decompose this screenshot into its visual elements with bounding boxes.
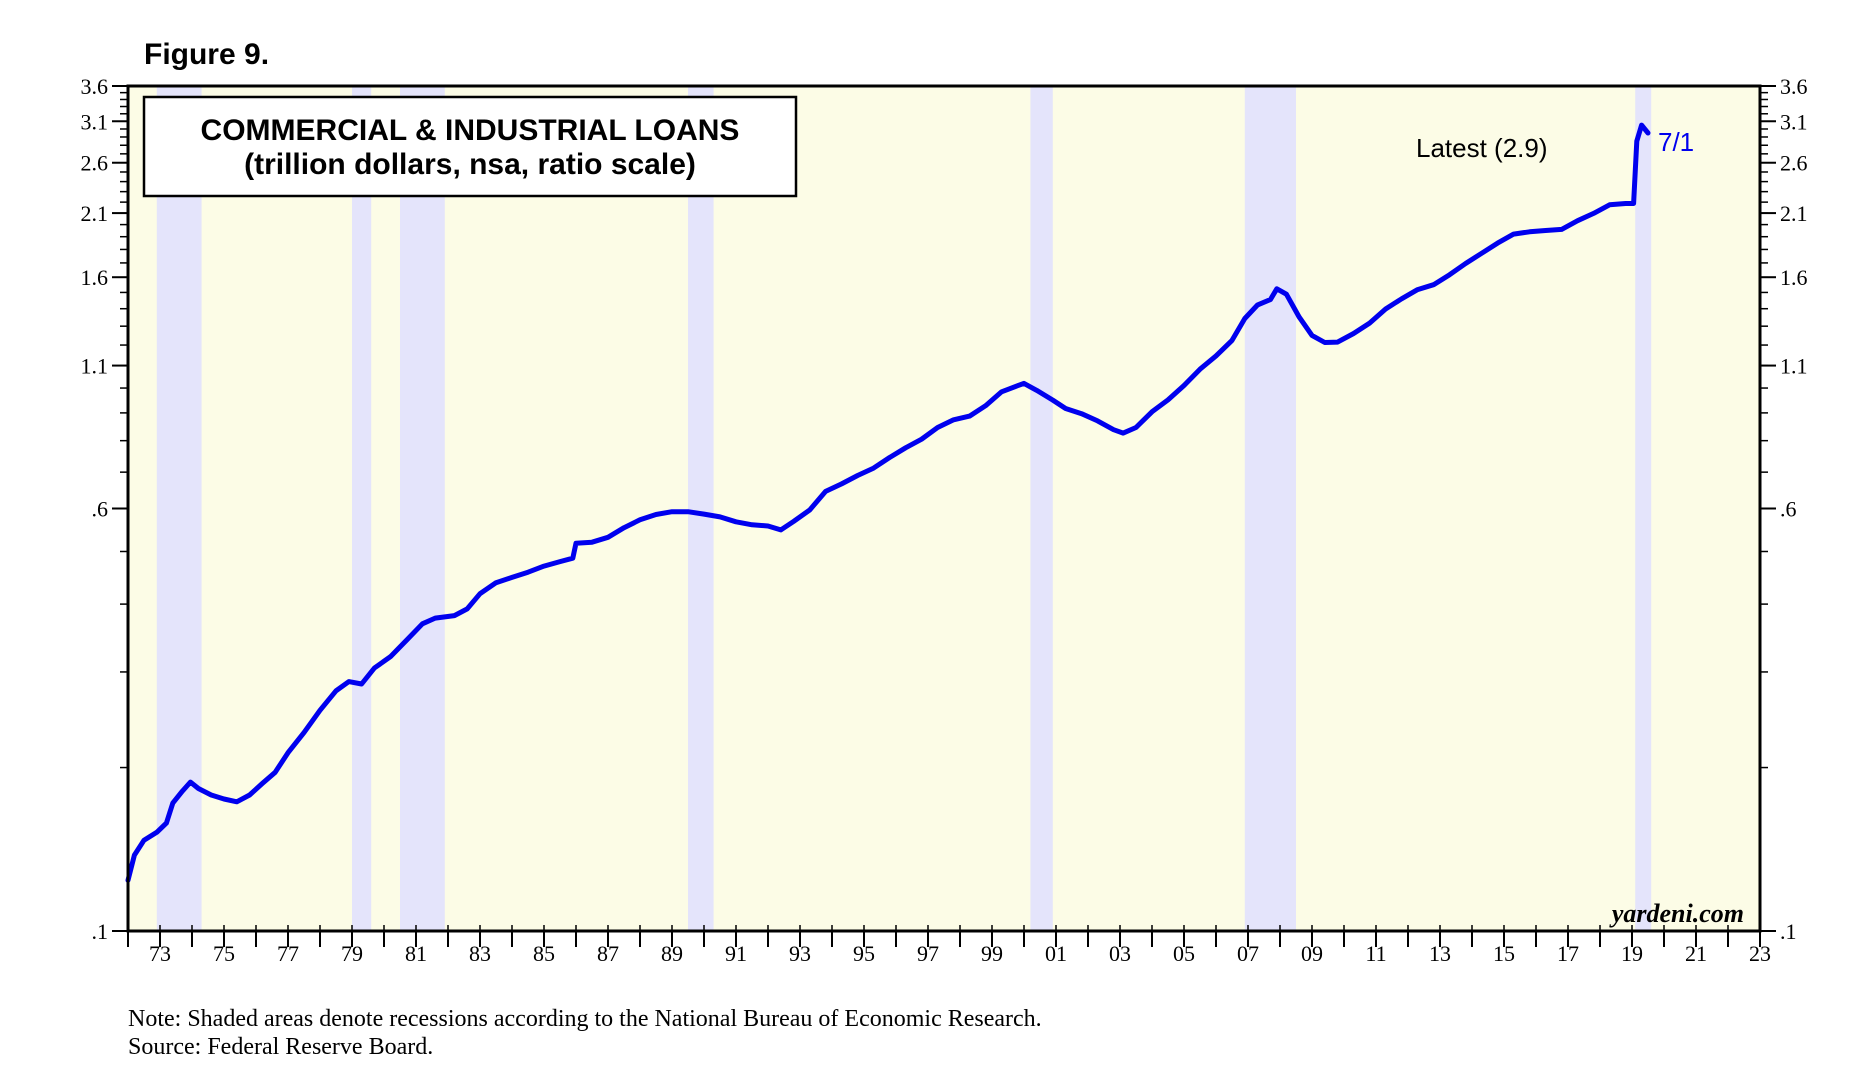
x-axis-labels: 73 75 77 79 81 83 85 87 89 91 93 95 97 99 01 03 05 07 09 11… — [149, 941, 1771, 966]
x-tick-label: 91 — [725, 941, 747, 966]
x-tick-label: 23 — [1749, 941, 1771, 966]
x-tick-label: 73 — [149, 941, 171, 966]
series-layer — [125, 122, 1651, 883]
plot-frame — [126, 84, 1762, 933]
chart-subtitle: (trillion dollars, nsa, ratio scale) — [244, 148, 696, 181]
x-tick-label: 85 — [533, 941, 555, 966]
y-tick-label-left: .6 — [92, 497, 109, 522]
y-tick-label-left: 3.1 — [81, 109, 109, 134]
x-tick-label: 83 — [469, 941, 491, 966]
x-tick-label: 09 — [1301, 941, 1323, 966]
x-tick-label: 75 — [213, 941, 235, 966]
recession-band-2 — [400, 86, 445, 931]
recession-band-5 — [1244, 86, 1296, 931]
x-tick-label: 17 — [1557, 941, 1579, 966]
x-tick-label: 07 — [1237, 941, 1259, 966]
y-tick-label-left: .1 — [92, 919, 109, 944]
figure-label: Figure 9. — [144, 38, 269, 71]
x-tick-label: 81 — [405, 941, 427, 966]
x-tick-label: 79 — [341, 941, 363, 966]
x-tick-label: 97 — [917, 941, 939, 966]
y-tick-label-right: .1 — [1780, 919, 1797, 944]
recession-band-1 — [352, 86, 372, 931]
y-tick-label-right: 2.6 — [1780, 151, 1808, 176]
title-box — [142, 95, 798, 198]
x-tick-label: 99 — [981, 941, 1003, 966]
y-tick-label-left: 1.6 — [81, 265, 109, 290]
x-tick-label: 95 — [853, 941, 875, 966]
y-axis-right-labels: 3.6 3.1 2.6 2.1 1.6 1.1 .6 .1 — [1780, 74, 1808, 944]
recession-band-3 — [688, 86, 714, 931]
x-tick-label: 77 — [277, 941, 299, 966]
x-tick-label: 89 — [661, 941, 683, 966]
y-tick-label-right: .6 — [1780, 497, 1797, 522]
x-tick-label: 87 — [597, 941, 619, 966]
y-tick-label-right: 3.1 — [1780, 109, 1808, 134]
x-tick-label: 19 — [1621, 941, 1643, 966]
y-tick-label-left: 1.1 — [81, 354, 109, 379]
y-axis-left-labels: 3.6 3.1 2.6 2.1 1.6 1.1 .6 .1 — [81, 74, 109, 944]
watermark: yardeni.com — [1609, 899, 1744, 928]
plot-background — [128, 86, 1760, 931]
axis-ticks — [112, 85, 1776, 947]
x-tick-label: 93 — [789, 941, 811, 966]
recession-bands — [156, 86, 1652, 931]
y-tick-label-right: 1.1 — [1780, 354, 1808, 379]
y-tick-label-left: 3.6 — [81, 74, 109, 99]
y-tick-label-right: 1.6 — [1780, 265, 1808, 290]
x-tick-label: 03 — [1109, 941, 1131, 966]
source-text: Source: Federal Reserve Board. — [128, 1034, 433, 1060]
x-tick-label: 01 — [1045, 941, 1067, 966]
y-tick-label-right: 2.1 — [1780, 201, 1808, 226]
series-line-0 — [125, 122, 1651, 883]
x-tick-label: 15 — [1493, 941, 1515, 966]
x-tick-label: 11 — [1365, 941, 1386, 966]
y-tick-label-left: 2.1 — [81, 201, 109, 226]
note-text: Note: Shaded areas denote recessions acc… — [128, 1006, 1042, 1032]
x-tick-label: 05 — [1173, 941, 1195, 966]
x-tick-label: 13 — [1429, 941, 1451, 966]
x-tick-label: 21 — [1685, 941, 1707, 966]
recession-band-6 — [1635, 86, 1652, 931]
latest-date-label: 7/1 — [1658, 127, 1694, 157]
latest-label: Latest (2.9) — [1416, 133, 1548, 163]
recession-band-0 — [156, 86, 202, 931]
recession-band-4 — [1030, 86, 1053, 931]
y-tick-label-left: 2.6 — [81, 151, 109, 176]
y-tick-label-right: 3.6 — [1780, 74, 1808, 99]
chart-title: COMMERCIAL & INDUSTRIAL LOANS — [201, 114, 740, 147]
